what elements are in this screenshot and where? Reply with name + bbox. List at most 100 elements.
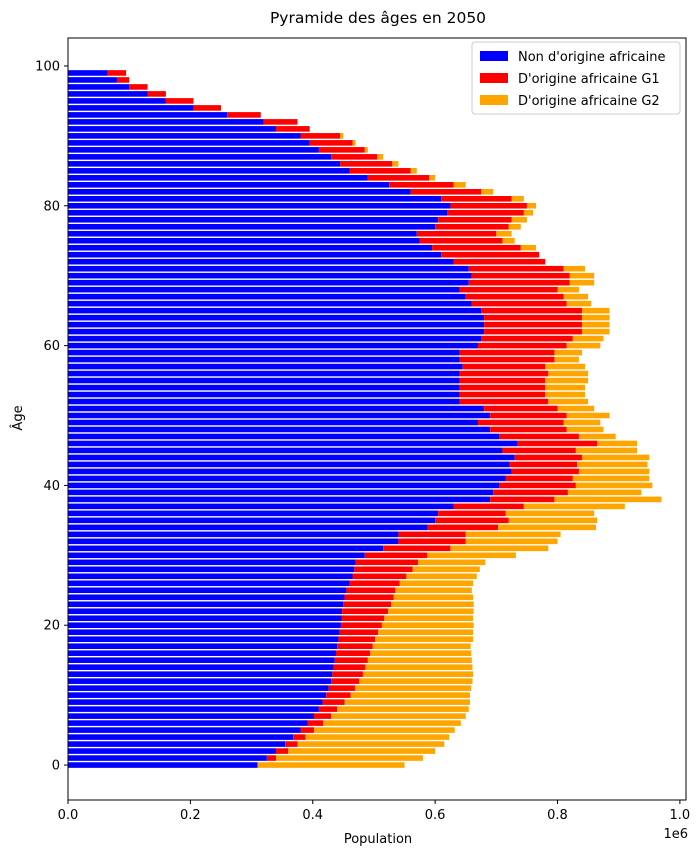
bar-series2-age-17 bbox=[372, 643, 471, 649]
bar-series2-age-14 bbox=[365, 664, 473, 670]
bar-series0-age-5 bbox=[68, 727, 301, 733]
bar-series1-age-88 bbox=[318, 147, 365, 153]
bar-series2-age-34 bbox=[498, 524, 597, 531]
bar-series0-age-98 bbox=[68, 77, 117, 83]
bar-series2-age-9 bbox=[344, 699, 471, 705]
bar-series0-age-44 bbox=[68, 454, 515, 461]
y-tick-label: 100 bbox=[35, 59, 60, 74]
bar-series1-age-83 bbox=[389, 182, 454, 188]
bar-series0-age-62 bbox=[68, 328, 485, 335]
bar-series2-age-23 bbox=[391, 601, 474, 608]
bar-series0-age-18 bbox=[68, 636, 339, 642]
bar-series2-age-33 bbox=[465, 531, 561, 538]
bar-series0-age-31 bbox=[68, 545, 384, 552]
bar-series2-age-37 bbox=[523, 503, 625, 510]
bar-series1-age-91 bbox=[276, 126, 310, 132]
bar-series2-age-61 bbox=[572, 335, 604, 342]
bar-series0-age-51 bbox=[68, 405, 485, 412]
bar-series0-age-33 bbox=[68, 531, 399, 538]
legend-swatch bbox=[480, 95, 508, 105]
y-tick-label: 40 bbox=[43, 479, 60, 494]
bar-series0-age-84 bbox=[68, 175, 368, 181]
x-tick-label: 0.2 bbox=[180, 808, 201, 823]
bar-series2-age-39 bbox=[567, 489, 642, 496]
bar-series1-age-70 bbox=[471, 272, 570, 279]
bar-series0-age-26 bbox=[68, 580, 350, 587]
bar-series1-age-15 bbox=[334, 657, 368, 663]
bar-series2-age-86 bbox=[392, 161, 399, 167]
bar-series0-age-9 bbox=[68, 699, 323, 705]
bar-series1-age-72 bbox=[453, 258, 546, 265]
bar-series1-age-90 bbox=[300, 133, 341, 139]
bar-series2-age-22 bbox=[388, 608, 474, 615]
bar-series2-age-3 bbox=[297, 741, 445, 747]
bar-series2-age-5 bbox=[313, 727, 455, 733]
bar-series2-age-16 bbox=[370, 650, 472, 656]
bar-series1-age-25 bbox=[346, 587, 396, 594]
bar-series2-age-25 bbox=[395, 587, 472, 594]
bar-series2-age-20 bbox=[381, 622, 474, 629]
bar-series2-age-24 bbox=[393, 594, 474, 601]
bar-series2-age-8 bbox=[337, 706, 469, 712]
bar-series0-age-79 bbox=[68, 209, 448, 216]
x-tick-label: 0.6 bbox=[425, 808, 446, 823]
bar-series0-age-45 bbox=[68, 447, 503, 454]
bar-series1-age-12 bbox=[331, 678, 360, 684]
bar-series1-age-21 bbox=[341, 615, 385, 622]
bar-series0-age-41 bbox=[68, 475, 506, 482]
bar-series0-age-64 bbox=[68, 314, 485, 321]
bar-series1-age-51 bbox=[484, 405, 558, 412]
bar-series2-age-46 bbox=[597, 440, 638, 447]
plot-frame bbox=[67, 37, 687, 801]
bar-series1-age-3 bbox=[285, 741, 298, 747]
bar-series0-age-83 bbox=[68, 182, 390, 188]
bar-series0-age-35 bbox=[68, 517, 436, 524]
bar-series2-age-76 bbox=[496, 230, 512, 237]
bar-series0-age-12 bbox=[68, 678, 332, 684]
bar-series2-age-48 bbox=[566, 426, 604, 433]
bar-series1-age-73 bbox=[441, 251, 540, 258]
bar-series1-age-85 bbox=[349, 168, 411, 174]
bar-series1-age-99 bbox=[107, 70, 127, 76]
bar-series0-age-10 bbox=[68, 692, 327, 698]
bar-series1-age-7 bbox=[313, 713, 332, 719]
bar-series1-age-80 bbox=[450, 202, 527, 209]
bar-series0-age-66 bbox=[68, 300, 472, 307]
bar-series0-age-0 bbox=[68, 762, 258, 768]
bar-series0-age-49 bbox=[68, 419, 478, 426]
bar-series0-age-89 bbox=[68, 140, 310, 146]
bar-series0-age-6 bbox=[68, 720, 308, 726]
y-axis-title: Âge bbox=[10, 405, 26, 430]
bar-series0-age-38 bbox=[68, 496, 491, 503]
bar-series1-age-31 bbox=[383, 545, 451, 552]
bar-series1-age-56 bbox=[459, 370, 549, 377]
bar-series1-age-13 bbox=[332, 671, 363, 677]
bar-series0-age-14 bbox=[68, 664, 334, 670]
bar-series1-age-79 bbox=[447, 209, 524, 216]
bar-series0-age-94 bbox=[68, 105, 194, 111]
bar-series1-age-81 bbox=[441, 195, 512, 202]
bar-series0-age-32 bbox=[68, 538, 399, 545]
y-tick-label: 20 bbox=[43, 619, 60, 634]
bar-series1-age-34 bbox=[427, 524, 499, 531]
bar-series1-age-64 bbox=[484, 314, 582, 321]
bar-series2-age-55 bbox=[545, 377, 589, 384]
bar-series1-age-26 bbox=[349, 580, 400, 587]
bar-series1-age-5 bbox=[300, 727, 314, 733]
bar-series0-age-67 bbox=[68, 293, 466, 300]
bar-series1-age-48 bbox=[490, 426, 567, 433]
bar-series2-age-44 bbox=[581, 454, 650, 461]
bar-series0-age-75 bbox=[68, 237, 420, 244]
bar-series0-age-61 bbox=[68, 335, 482, 342]
bar-series2-age-84 bbox=[429, 175, 436, 181]
x-axis-title: Population bbox=[344, 832, 412, 847]
bar-series1-age-50 bbox=[490, 412, 567, 419]
bar-series2-age-66 bbox=[566, 300, 592, 307]
bar-series1-age-75 bbox=[419, 237, 503, 244]
x-tick-label: 0.4 bbox=[302, 808, 323, 823]
bar-series1-age-17 bbox=[337, 643, 373, 649]
bar-series2-age-28 bbox=[412, 566, 480, 573]
bar-series0-age-68 bbox=[68, 286, 460, 293]
bar-series0-age-28 bbox=[68, 566, 355, 573]
bar-series0-age-91 bbox=[68, 126, 277, 132]
